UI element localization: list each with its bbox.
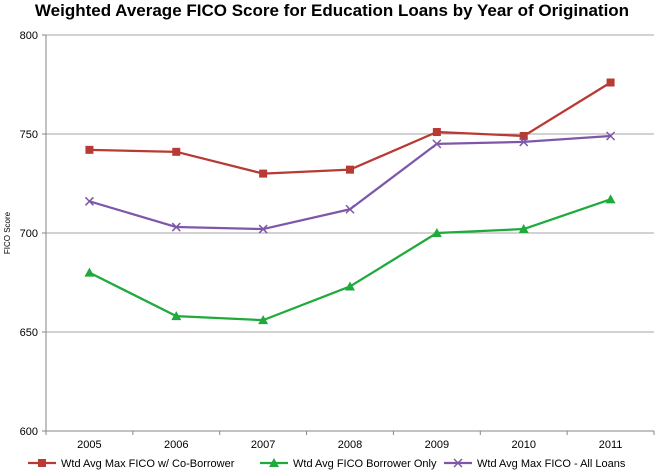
series-1: [84, 194, 616, 325]
data-point: [519, 131, 528, 140]
x-tick-label: 2009: [425, 439, 449, 451]
data-point: [84, 196, 94, 206]
data-point: [346, 165, 354, 174]
gridlines: [46, 34, 654, 333]
y-tick-label: 800: [20, 30, 38, 42]
x-marker-stroke: [432, 139, 442, 149]
series-2: [84, 131, 616, 234]
data-point: [84, 267, 95, 277]
series-line: [89, 134, 611, 231]
data-point: [345, 281, 355, 291]
y-tick-label: 650: [20, 327, 38, 339]
x-marker-stroke: [171, 222, 181, 232]
x-marker-stroke: [258, 224, 268, 234]
legend-item-2: Wtd Avg Max FICO - All Loans: [444, 458, 626, 470]
data-point: [605, 194, 616, 204]
data-point: [606, 131, 616, 141]
legend-marker: [269, 458, 279, 467]
y-tick-label: 600: [20, 426, 38, 438]
legend: Wtd Avg Max FICO w/ Co-Borrower Wtd Avg F…: [28, 458, 626, 470]
series-lines: [84, 78, 616, 325]
x-tick-label: 2006: [164, 439, 188, 451]
y-tick-labels: 600 650 700 750 800: [20, 30, 38, 438]
y-tick-label: 750: [20, 129, 38, 141]
data-point: [172, 147, 181, 156]
data-point: [519, 137, 529, 147]
x-marker-stroke: [606, 131, 616, 141]
y-axis-label: FICO Score: [3, 211, 12, 254]
legend-marker: [38, 459, 46, 467]
data-point: [345, 204, 355, 214]
y-tick-label: 700: [20, 228, 38, 240]
x-marker-stroke: [453, 458, 463, 468]
data-point: [518, 224, 529, 234]
legend-item-1: Wtd Avg FICO Borrower Only: [260, 458, 437, 470]
data-point: [171, 222, 181, 232]
legend-item-0: Wtd Avg Max FICO w/ Co-Borrower: [28, 458, 235, 470]
data-point: [258, 224, 268, 234]
series-line: [89, 81, 612, 175]
legend-label: Wtd Avg Max FICO - All Loans: [477, 458, 626, 470]
x-marker-stroke: [519, 137, 529, 147]
data-point: [431, 228, 442, 237]
axes: [42, 34, 655, 435]
x-tick-label: 2010: [511, 439, 535, 451]
data-point: [259, 169, 268, 178]
data-point: [606, 78, 615, 87]
x-tick-label: 2007: [251, 439, 275, 451]
x-marker-stroke: [84, 196, 94, 206]
data-point: [171, 311, 182, 321]
series-line: [88, 198, 611, 322]
chart-title: Weighted Average FICO Score for Educatio…: [35, 1, 629, 20]
series-0: [85, 78, 615, 178]
legend-label: Wtd Avg FICO Borrower Only: [293, 458, 437, 470]
x-tick-label: 2011: [599, 439, 623, 451]
legend-marker: [453, 458, 463, 468]
x-tick-label: 2005: [77, 439, 101, 451]
data-point: [432, 128, 441, 137]
data-point: [258, 315, 269, 325]
x-marker-stroke: [345, 204, 355, 214]
x-tick-labels: 2005 2006 2007 2008 2009 2010 2011: [77, 439, 622, 451]
legend-label: Wtd Avg Max FICO w/ Co-Borrower: [61, 458, 235, 470]
data-point: [432, 139, 442, 149]
x-tick-label: 2008: [338, 439, 362, 451]
data-point: [85, 145, 94, 154]
